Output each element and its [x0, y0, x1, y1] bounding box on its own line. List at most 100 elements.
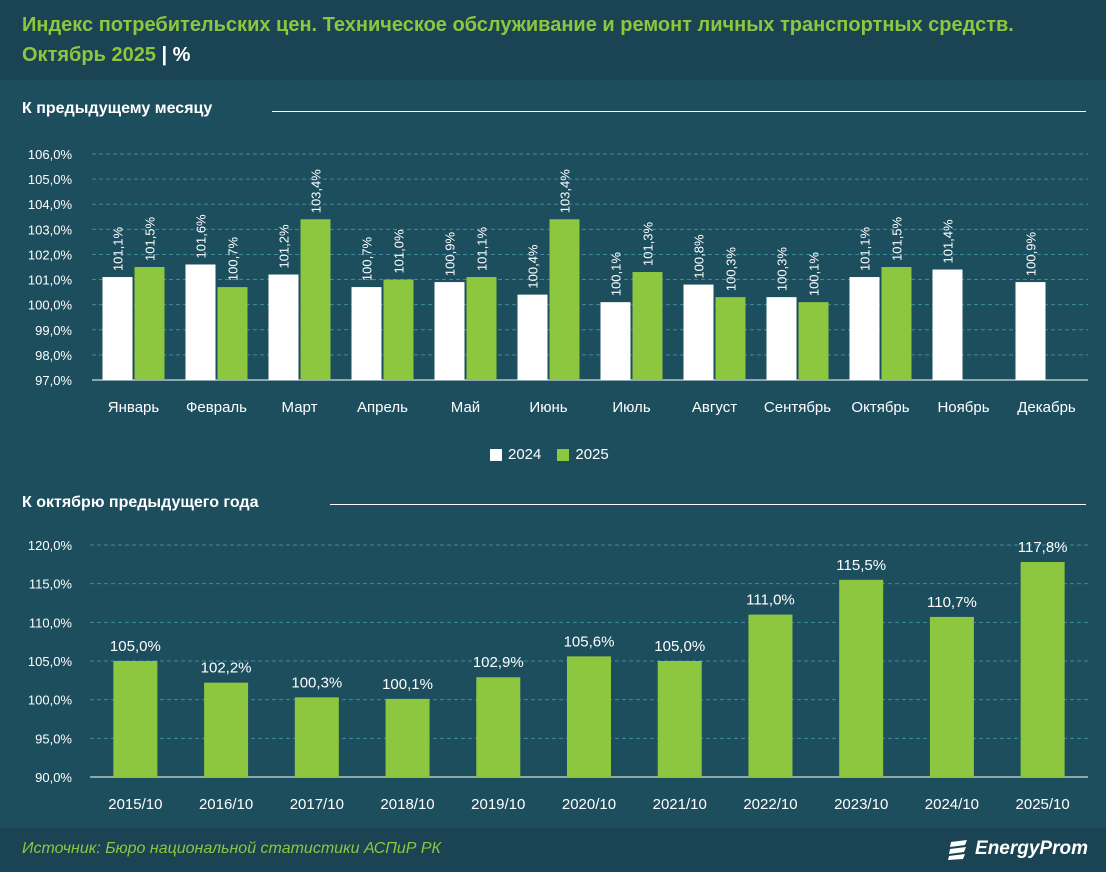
x-tick-label: 2015/10 — [108, 796, 162, 813]
bar-2025 — [715, 297, 746, 380]
bar-2025 — [881, 267, 912, 380]
bar-2024 — [351, 287, 382, 380]
bar-2024 — [932, 269, 963, 380]
y-tick-label: 101,0% — [28, 273, 73, 288]
x-tick-label: 2024/10 — [925, 796, 979, 813]
y-tick-label: 110,0% — [29, 615, 73, 630]
y-tick-label: 115,0% — [29, 577, 73, 592]
bar — [748, 614, 793, 777]
y-tick-label: 104,0% — [28, 197, 73, 212]
bar-2024 — [185, 264, 216, 380]
x-tick-label: Май — [451, 399, 480, 416]
bar-2025 — [632, 272, 663, 380]
bar-2024 — [434, 282, 465, 380]
energyprom-logo: EnergyProm — [947, 838, 1088, 860]
bar — [839, 579, 884, 777]
logo-text: EnergyProm — [975, 838, 1088, 859]
data-label-2024: 100,8% — [692, 234, 707, 279]
x-tick-label: 2021/10 — [653, 796, 707, 813]
bar — [476, 677, 521, 777]
x-tick-label: Октябрь — [851, 399, 909, 416]
data-label: 102,2% — [201, 660, 252, 677]
x-tick-label: Декабрь — [1017, 399, 1076, 416]
data-label: 105,0% — [654, 638, 705, 655]
bar-2025 — [383, 279, 414, 380]
data-label-2024: 100,3% — [775, 247, 790, 292]
x-tick-label: 2022/10 — [743, 796, 797, 813]
bar-2025 — [466, 277, 497, 380]
x-tick-label: Август — [692, 399, 737, 416]
x-tick-label: 2025/10 — [1016, 796, 1070, 813]
y-tick-label: 120,0% — [28, 538, 73, 553]
x-tick-label: 2017/10 — [290, 796, 344, 813]
data-label-2025: 101,5% — [143, 216, 158, 261]
data-label-2025: 100,7% — [226, 237, 241, 282]
bar-2024 — [683, 284, 714, 380]
data-label-2025: 103,4% — [309, 169, 324, 214]
x-tick-label: Февраль — [186, 399, 247, 416]
title-unit: | % — [161, 44, 191, 66]
bar-2024 — [849, 277, 880, 380]
y-tick-label: 100,0% — [28, 693, 73, 708]
energyprom-logo-icon — [948, 840, 968, 860]
bar — [113, 661, 158, 777]
x-tick-label: Июнь — [529, 399, 567, 416]
y-tick-label: 99,0% — [35, 323, 72, 338]
chart-yearly: 90,0% 95,0% 100,0% 105,0% 110,0% 115,0% 120,0%… — [28, 538, 1088, 813]
bar-2024 — [268, 274, 299, 380]
data-label-2025: 103,4% — [558, 169, 573, 214]
data-label-2024: 101,1% — [111, 227, 126, 272]
data-label: 102,9% — [473, 654, 524, 671]
legend-swatch-2025 — [557, 448, 570, 461]
chart-monthly: 97,0% 98,0% 99,0% 100,0% 101,0% 102,0% 103,0% 1… — [28, 147, 1088, 416]
data-label-2025: 101,1% — [475, 227, 490, 272]
y-tick-label: 95,0% — [35, 731, 72, 746]
bar-2025 — [549, 219, 580, 380]
title-text: Индекс потребительских цен. Техническое … — [22, 14, 1014, 66]
bar-2024 — [766, 297, 797, 380]
legend-label-2024: 2024 — [508, 446, 542, 463]
y-tick-label: 97,0% — [35, 373, 72, 388]
bar-2024 — [102, 277, 133, 380]
legend-item-2024: 2024 — [490, 446, 541, 463]
x-tick-label: Июль — [612, 399, 650, 416]
x-tick-label: 2023/10 — [834, 796, 888, 813]
x-tick-label: 2020/10 — [562, 796, 616, 813]
data-label-2024: 101,1% — [858, 227, 873, 272]
data-label: 105,0% — [110, 638, 161, 655]
bar-2025 — [217, 287, 248, 380]
y-tick-label: 105,0% — [28, 172, 73, 187]
data-label: 115,5% — [836, 557, 886, 574]
data-label-2025: 101,0% — [392, 229, 407, 274]
data-label-2024: 100,4% — [526, 244, 541, 289]
source-note: Источник: Бюро национальной статистики А… — [22, 840, 441, 857]
page-title: Индекс потребительских цен. Техническое … — [22, 10, 1092, 70]
x-tick-label: 2018/10 — [380, 796, 434, 813]
data-label: 111,0% — [746, 592, 795, 609]
data-label: 117,8% — [1018, 539, 1068, 556]
x-tick-label: Ноябрь — [937, 399, 989, 416]
footer: Источник: Бюро национальной статистики А… — [0, 828, 1106, 872]
legend-item-2025: 2025 — [557, 446, 609, 463]
bar — [657, 661, 702, 777]
legend-swatch-2024 — [490, 448, 502, 461]
data-label-2025: 100,1% — [807, 252, 822, 297]
data-label-2024: 101,4% — [941, 219, 956, 264]
x-tick-label: 2016/10 — [199, 796, 253, 813]
bar-2025 — [134, 267, 165, 380]
chart1-legend: 2024 2025 — [490, 446, 609, 463]
y-tick-label: 103,0% — [28, 222, 73, 237]
bar-2024 — [517, 294, 548, 380]
chart1-title: К предыдущему месяцу — [22, 100, 213, 117]
header: Индекс потребительских цен. Техническое … — [0, 0, 1106, 80]
data-label-2024: 100,7% — [360, 237, 375, 282]
y-tick-label: 98,0% — [35, 348, 72, 363]
data-label-2024: 101,2% — [277, 224, 292, 269]
y-tick-label: 106,0% — [28, 147, 73, 162]
data-label-2024: 100,9% — [443, 232, 458, 277]
y-tick-label: 105,0% — [28, 654, 73, 669]
data-label: 100,1% — [382, 676, 433, 693]
bar-2024 — [600, 302, 631, 380]
data-label-2024: 100,1% — [609, 252, 624, 297]
chart2-title-rule — [330, 504, 1086, 505]
